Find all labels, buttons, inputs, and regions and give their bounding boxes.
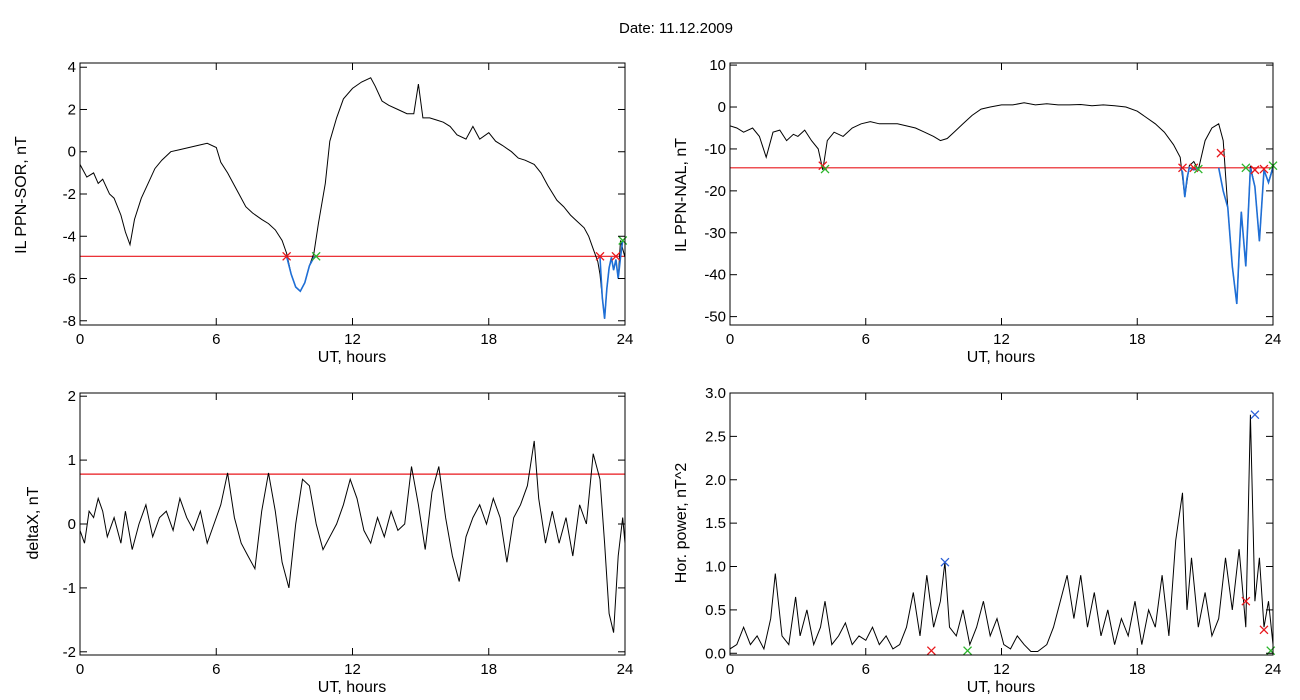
y-tick-label: 2: [68, 388, 76, 405]
series-line: [730, 102, 1273, 305]
x-tick-label: 6: [212, 331, 220, 348]
marker-start: [1250, 165, 1260, 175]
panel-bottom-right: Hor. power, nT^2 UT, hours 0 6 12 18 24 0.0 0.…: [673, 385, 1281, 696]
panel-top-right: IL PPN-NAL, nT UT, hours 0 6 12 18 24 -50 -40 -…: [673, 57, 1281, 366]
plot-frame: [729, 62, 1274, 326]
y-tick-label: 0.5: [705, 602, 726, 619]
y-tick-label: 2.5: [705, 428, 726, 445]
y-tick-label: 0: [718, 99, 726, 116]
y-tick-label: 2: [68, 101, 76, 118]
x-tick-label: 12: [993, 661, 1010, 678]
x-tick-label: 12: [344, 331, 361, 348]
x-tick-label: 18: [480, 661, 497, 678]
panel-top-left: IL PPN-SOR, nT UT, hours 0 6 12 18 24-8-6-4-…: [13, 59, 633, 366]
y-tick-label: -40: [704, 267, 726, 284]
panel-xlabel: UT, hours: [967, 679, 1035, 696]
y-tick-label: -20: [704, 183, 726, 200]
y-tick-label: 1.5: [705, 515, 726, 532]
marker-start: [1241, 596, 1251, 606]
marker-end: [820, 164, 830, 174]
x-tick-label: 18: [480, 331, 497, 348]
x-tick-label: 0: [726, 331, 734, 348]
series-line: [80, 440, 625, 633]
series-line: [730, 414, 1273, 652]
y-tick-label: -1: [63, 580, 76, 597]
panel-xlabel: UT, hours: [967, 349, 1035, 366]
marker-peak: [1250, 410, 1260, 420]
marker-end: [311, 251, 321, 261]
y-tick-label: 0: [68, 144, 76, 161]
marker-end: [1193, 164, 1203, 174]
panel-ylabel: IL PPN-SOR, nT: [13, 136, 30, 254]
highlight-segment: [599, 240, 624, 319]
panel-ylabel: deltaX, nT: [25, 486, 42, 559]
y-tick-label: -10: [704, 141, 726, 158]
x-tick-label: 6: [862, 661, 870, 678]
y-tick-label: -50: [704, 309, 726, 326]
x-tick-label: 18: [1129, 331, 1146, 348]
y-tick-label: -4: [63, 228, 76, 245]
marker-end: [1241, 163, 1251, 173]
marker-start: [1259, 164, 1269, 174]
plot-frame: [79, 392, 626, 656]
marker-start: [1259, 625, 1269, 635]
x-tick-label: 12: [993, 331, 1010, 348]
marker-start: [595, 251, 605, 261]
x-tick-label: 0: [76, 661, 84, 678]
y-tick-label: -30: [704, 225, 726, 242]
marker-start: [1216, 148, 1226, 158]
x-tick-label: 24: [617, 331, 634, 348]
y-tick-label: -6: [63, 271, 76, 288]
x-tick-label: 24: [1265, 331, 1282, 348]
y-tick-label: 10: [709, 57, 726, 74]
x-tick-label: 0: [76, 331, 84, 348]
y-tick-label: -2: [63, 186, 76, 203]
y-tick-label: 1: [68, 452, 76, 469]
marker-end: [963, 646, 973, 656]
x-tick-label: 24: [617, 661, 634, 678]
plot-frame: [79, 62, 626, 326]
marker-start: [1178, 163, 1187, 173]
x-tick-label: 0: [726, 661, 734, 678]
y-tick-label: 0: [68, 516, 76, 533]
y-tick-label: -8: [63, 313, 76, 330]
marker-peak: [940, 557, 950, 567]
panel-ylabel: IL PPN-NAL, nT: [673, 138, 690, 252]
x-tick-label: 18: [1129, 661, 1146, 678]
y-tick-label: 0.0: [705, 645, 726, 662]
marker-start: [282, 251, 292, 261]
x-tick-label: 6: [212, 661, 220, 678]
y-tick-label: 1.0: [705, 559, 726, 576]
y-tick-label: 2.0: [705, 472, 726, 489]
y-tick-label: -2: [63, 644, 76, 661]
y-tick-label: 4: [68, 59, 76, 76]
panel-xlabel: UT, hours: [318, 349, 386, 366]
x-tick-label: 12: [344, 661, 361, 678]
x-tick-label: 6: [862, 331, 870, 348]
highlight-segment: [285, 255, 317, 293]
panel-ylabel: Hor. power, nT^2: [673, 463, 690, 584]
plot-frame: [729, 392, 1274, 656]
marker-start: [611, 251, 621, 261]
series-line: [80, 77, 625, 319]
y-tick-label: 3.0: [705, 385, 726, 402]
panel-xlabel: UT, hours: [318, 679, 386, 696]
x-tick-label: 24: [1265, 661, 1282, 678]
highlight-segment: [1179, 166, 1199, 198]
figure-title: Date: 11.12.2009: [619, 20, 733, 37]
marker-start: [926, 646, 936, 656]
highlight-segment: [1217, 167, 1273, 305]
